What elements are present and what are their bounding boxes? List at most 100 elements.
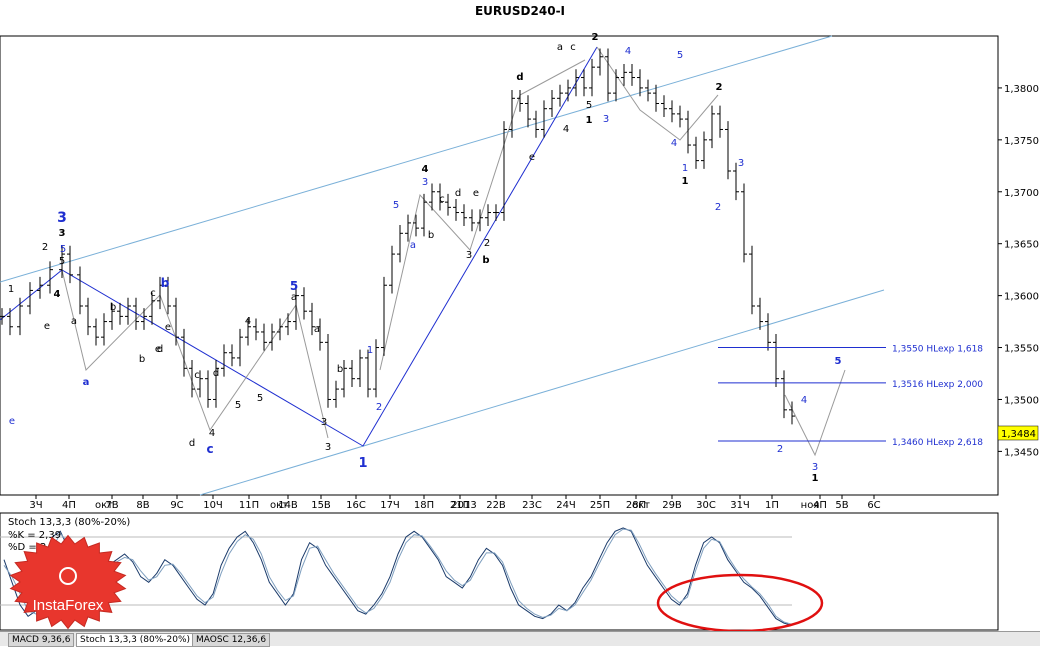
x-tick-label: 14В xyxy=(278,500,298,511)
x-tick-overlap: окт xyxy=(632,500,650,511)
wave-label: 1 xyxy=(358,456,367,471)
wave-label: 3 xyxy=(466,250,472,261)
wave-label: 1 xyxy=(586,115,593,126)
wave-label: 4 xyxy=(563,124,569,135)
stoch-d-line xyxy=(3,528,793,625)
tab-stoch[interactable]: Stoch 13,3,3 (80%-20%) xyxy=(76,633,195,647)
price-axis: 1,3800 1,3750 1,3700 1,3650 1,3600 1,3550 1,35… xyxy=(998,84,1039,458)
x-tick-overlap: окт xyxy=(95,500,113,511)
y-tick-label: 1,3500 xyxy=(1004,395,1039,406)
wave-label: 3 xyxy=(422,177,428,188)
wave-label: d xyxy=(455,188,461,199)
main-plot-frame xyxy=(0,35,999,496)
wave-label: 5 xyxy=(60,244,66,255)
wave-label: c xyxy=(194,370,200,381)
wave-path-gray-mid xyxy=(379,59,586,371)
wave-label: b xyxy=(482,255,489,266)
channel-upper-line xyxy=(0,35,833,283)
tab-macd[interactable]: MACD 9,36,6 xyxy=(8,633,75,647)
x-tick-label: 29В xyxy=(662,500,682,511)
x-tick-overlap: 2013 xyxy=(451,500,476,511)
x-tick-label: 4П xyxy=(813,500,827,511)
x-tick-label: 30С xyxy=(696,500,716,511)
wave-label: 2 xyxy=(715,202,721,213)
wave-label: b xyxy=(110,302,116,313)
x-tick-overlap: ноя xyxy=(801,500,820,511)
wave-label: 1 xyxy=(8,284,14,295)
y-tick-label: 1,3750 xyxy=(1004,136,1039,147)
wave-label: 4 xyxy=(801,395,807,406)
chart-title: EURUSD240-I xyxy=(475,4,565,18)
wave-label: 2 xyxy=(484,238,490,249)
wave-label: a xyxy=(410,240,416,251)
x-tick-label: 11П xyxy=(239,500,259,511)
tab-maosc[interactable]: MAOSC 12,36,6 xyxy=(192,633,271,647)
levels-group: 1,3550 HLexp 1,618 1,3516 HLexp 2,000 1,34… xyxy=(718,345,983,448)
wave-label: a xyxy=(83,377,90,388)
y-tick-label: 1,3600 xyxy=(1004,292,1039,303)
y-tick-label: 1,3650 xyxy=(1004,240,1039,251)
x-tick-label: 24Ч xyxy=(556,500,576,511)
wave-label: 3 xyxy=(57,210,67,226)
indicator-name: Stoch 13,3,3 (80%-20%) xyxy=(8,517,130,528)
indicator-plot-frame xyxy=(0,512,999,631)
wave-label: a xyxy=(557,42,563,53)
logo-text: InstaForex xyxy=(33,597,104,614)
x-tick-label: 5В xyxy=(835,500,848,511)
x-tick-label: 10Ч xyxy=(203,500,223,511)
wave-label: 3 xyxy=(738,158,744,169)
wave-label: 3 xyxy=(812,462,818,473)
x-tick-label: 18П xyxy=(414,500,434,511)
indicator-tabs-bar: MACD 9,36,6 Stoch 13,3,3 (80%-20%) MAOSC… xyxy=(0,631,1040,647)
wave-label: d xyxy=(157,344,163,355)
wave-label: 4 xyxy=(245,316,251,327)
wave-label: 4 xyxy=(422,164,429,175)
x-tick-label: 28П xyxy=(626,500,646,511)
wave-label: 5 xyxy=(59,256,65,267)
wave-label: 2 xyxy=(592,32,599,43)
stoch-d-value: %D = 2,80 xyxy=(8,542,62,553)
wave-label: 4 xyxy=(671,138,677,149)
x-tick-label: 17Ч xyxy=(380,500,400,511)
x-tick-label: 23С xyxy=(522,500,542,511)
x-tick-label: 21П xyxy=(450,500,470,511)
wave-label: 2 xyxy=(42,242,48,253)
wave-label: b xyxy=(161,276,170,290)
wave-label: 2 xyxy=(376,402,382,413)
wave-path-gray-right xyxy=(596,46,719,141)
y-tick-label: 1,3800 xyxy=(1004,84,1039,95)
instaforex-logo: InstaForex xyxy=(9,534,127,630)
x-tick-label: 16С xyxy=(346,500,366,511)
x-tick-label: 15В xyxy=(311,500,331,511)
x-tick-label: 3Ч xyxy=(29,500,42,511)
wave-label: d xyxy=(213,368,219,379)
wave-label: 2 xyxy=(716,82,723,93)
wave-label: 4 xyxy=(54,289,61,300)
wave-label: c xyxy=(150,288,156,299)
candles-group xyxy=(0,48,795,425)
wave-label: e xyxy=(155,344,161,355)
y-tick-label: 1,3550 xyxy=(1004,344,1039,355)
wave-label: 1 xyxy=(682,163,688,174)
wave-label: 4 xyxy=(209,428,215,439)
hlexp-level-label: 1,3550 HLexp 1,618 xyxy=(892,345,983,355)
wave-label: b xyxy=(139,354,145,365)
stoch-k-line xyxy=(3,527,793,626)
channel-lower-line xyxy=(199,289,885,496)
x-tick-label: 9С xyxy=(170,500,183,511)
wave-label: e xyxy=(44,321,50,332)
wave-label: a xyxy=(71,316,77,327)
x-tick-label: 22В xyxy=(486,500,506,511)
logo-emblem-icon xyxy=(59,567,77,585)
wave-label: 5 xyxy=(393,200,399,211)
wave-label: 3 xyxy=(321,417,327,428)
wave-label: 5 xyxy=(677,50,683,61)
wave-label: e xyxy=(165,322,171,333)
time-axis: 3Ч 4П 7В 8В 9С 10Ч 11П 14В 15В 16С 17Ч 18П 21П 22В 23С… xyxy=(29,495,881,511)
x-tick-label: 6С xyxy=(867,500,880,511)
hlexp-level-label: 1,3460 HLexp 2,618 xyxy=(892,438,983,448)
wave-label: 3 xyxy=(325,442,331,453)
y-tick-label: 1,3700 xyxy=(1004,188,1039,199)
